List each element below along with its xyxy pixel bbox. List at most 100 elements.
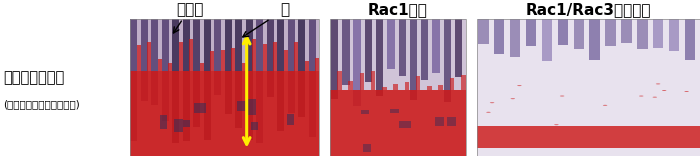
Bar [330, 19, 466, 156]
Bar [148, 42, 151, 71]
Bar [330, 19, 466, 156]
Bar [477, 19, 700, 156]
Bar [284, 50, 288, 71]
Bar [189, 39, 193, 71]
Bar [162, 19, 169, 121]
Bar [363, 144, 371, 151]
Bar [151, 19, 158, 105]
Bar [669, 19, 679, 51]
Bar [267, 19, 274, 97]
Bar [160, 115, 167, 129]
Bar [435, 117, 444, 126]
Bar [427, 86, 432, 90]
Bar [558, 19, 568, 45]
Bar [589, 19, 600, 60]
Bar [214, 19, 221, 95]
Bar [158, 59, 162, 71]
Bar [211, 51, 214, 71]
Bar [231, 48, 235, 71]
Bar [252, 39, 256, 71]
Text: 小鼠皮肤脂肪层: 小鼠皮肤脂肪层 [4, 70, 64, 85]
Bar [315, 58, 319, 71]
Bar [130, 19, 137, 141]
Bar [542, 19, 552, 61]
Bar [298, 19, 305, 117]
Bar [183, 120, 190, 127]
Bar [637, 19, 648, 49]
Text: Rac1缺损: Rac1缺损 [368, 2, 428, 17]
Bar [382, 87, 386, 90]
Bar [330, 90, 466, 156]
Bar [246, 99, 256, 115]
Bar [606, 19, 616, 46]
Bar [204, 19, 211, 140]
Bar [455, 19, 462, 77]
Bar [288, 19, 295, 113]
Bar [410, 19, 417, 100]
Bar [237, 101, 247, 111]
Bar [256, 19, 263, 143]
Bar [478, 19, 489, 44]
Bar [130, 19, 318, 156]
Bar [194, 103, 206, 113]
Bar [433, 19, 440, 73]
Bar [477, 19, 700, 156]
Bar [387, 19, 395, 69]
Bar [421, 19, 428, 80]
Circle shape [490, 102, 494, 103]
Bar [225, 19, 232, 115]
Bar [331, 19, 338, 99]
Bar [354, 19, 360, 106]
Circle shape [510, 98, 515, 99]
Bar [393, 84, 398, 90]
Bar [221, 50, 225, 71]
Circle shape [554, 124, 559, 125]
Bar [398, 19, 406, 76]
Bar [193, 19, 200, 127]
Bar [141, 19, 148, 101]
Bar [526, 19, 536, 46]
Bar [342, 19, 349, 85]
Text: 毛: 毛 [280, 2, 289, 17]
Bar [447, 117, 456, 126]
Bar [477, 126, 700, 148]
Bar [288, 114, 294, 125]
Bar [360, 73, 364, 90]
Bar [685, 19, 695, 61]
Bar [449, 78, 454, 90]
Bar [361, 110, 370, 115]
Bar [365, 19, 372, 82]
Bar [376, 19, 384, 96]
Bar [277, 19, 284, 131]
Bar [371, 71, 375, 90]
Bar [653, 19, 664, 48]
Bar [183, 19, 190, 141]
Bar [246, 19, 253, 140]
Bar [130, 71, 318, 156]
Bar [179, 42, 183, 71]
Text: 野生型: 野生型 [176, 2, 204, 17]
Bar [349, 81, 353, 90]
Bar [251, 122, 258, 130]
Bar [438, 85, 443, 90]
Bar [305, 61, 309, 71]
Bar [416, 76, 421, 90]
Bar [573, 19, 584, 49]
Circle shape [517, 85, 522, 86]
Bar [405, 82, 409, 90]
Bar [295, 42, 298, 71]
Bar [400, 121, 411, 128]
Circle shape [685, 91, 689, 92]
Bar [263, 44, 267, 71]
Bar [337, 71, 342, 90]
Text: (红色染色：黄色箭头宽度): (红色染色：黄色箭头宽度) [4, 99, 80, 109]
Bar [461, 75, 466, 90]
Circle shape [603, 105, 608, 106]
Bar [200, 63, 204, 71]
Bar [242, 63, 246, 71]
Bar [494, 19, 505, 54]
Bar [510, 19, 520, 57]
Circle shape [652, 97, 657, 98]
Text: Rac1/Rac3双重缺损: Rac1/Rac3双重缺损 [526, 2, 652, 17]
Bar [136, 45, 141, 71]
